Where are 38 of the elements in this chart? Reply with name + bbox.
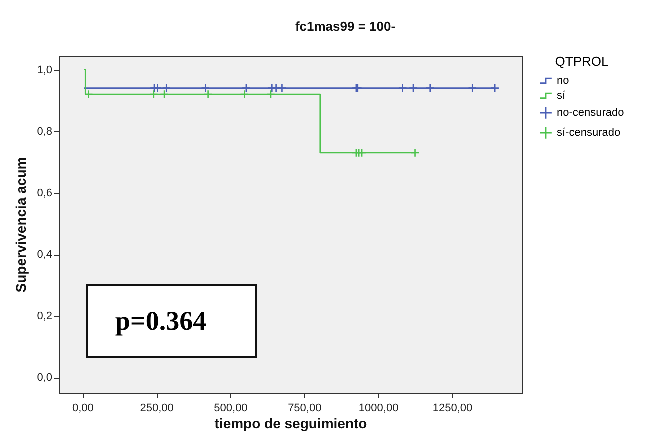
- y-tick-label: 0,8: [37, 126, 52, 138]
- x-tick-label: 0,00: [72, 402, 94, 414]
- point: [84, 90, 94, 99]
- annotation: p=0.364: [115, 306, 207, 336]
- point: [149, 90, 158, 99]
- point: [278, 84, 287, 93]
- point: [358, 148, 367, 158]
- x-axis-title: tiempo de seguimiento: [214, 416, 368, 432]
- chart-title: fc1mas99 = 100-: [295, 19, 396, 34]
- point: [201, 84, 210, 93]
- x-tick-label: 250,00: [140, 402, 174, 414]
- x-tick-label: 750,00: [288, 402, 322, 414]
- x-tick-label: 1000,00: [358, 402, 399, 414]
- point: [408, 84, 418, 93]
- point: [240, 90, 250, 99]
- legend-label: no: [557, 75, 570, 87]
- point: [426, 84, 435, 93]
- y-tick-label: 0,4: [37, 249, 52, 262]
- point: [398, 84, 408, 93]
- x-tick-label: 500,00: [214, 402, 248, 414]
- y-tick-label: 0,2: [37, 310, 52, 323]
- point: [242, 84, 251, 93]
- legend-label: sí-censurado: [557, 127, 621, 139]
- y-axis-title: Supervivencia acum: [13, 157, 30, 293]
- legend-title: QTPROL: [555, 54, 609, 69]
- y-tick-label: 0,0: [37, 372, 52, 384]
- point: [266, 90, 276, 99]
- y-tick-label: 1,0: [37, 64, 52, 76]
- point: [160, 90, 170, 99]
- point: [162, 84, 172, 93]
- point: [490, 84, 500, 93]
- point: [204, 90, 213, 99]
- y-tick-label: 0,6: [37, 187, 52, 200]
- point: [468, 84, 478, 93]
- legend-label: no-censurado: [557, 107, 624, 119]
- legend-label: sí: [557, 90, 566, 102]
- x-tick-label: 1250,00: [432, 402, 473, 414]
- point: [410, 148, 420, 158]
